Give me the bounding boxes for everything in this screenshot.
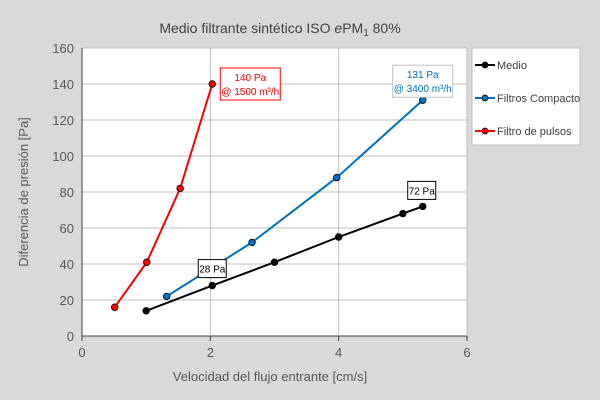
data-label: 140 Pa (234, 73, 266, 84)
legend-label: Filtros Compacto (497, 93, 580, 105)
data-point (208, 80, 216, 88)
data-point (176, 184, 184, 193)
y-tick-label: 160 (52, 41, 74, 56)
y-tick-label: 20 (60, 293, 74, 308)
series-line-filtro-de-pulsos (113, 83, 214, 308)
y-tick-label: 80 (60, 185, 74, 200)
data-label-box (197, 259, 227, 279)
x-tick-label: 6 (463, 345, 470, 360)
y-tick-label: 60 (60, 221, 74, 236)
y-axis-label: Diferencia de presión [Pa] (16, 117, 31, 267)
data-point (208, 281, 216, 290)
x-tick-label: 0 (78, 345, 85, 360)
legend-marker (481, 127, 489, 135)
data-label: 72 Pa (409, 186, 436, 197)
data-label-box (219, 67, 281, 101)
x-tick-label: 2 (207, 345, 214, 360)
data-point (142, 307, 150, 315)
data-label-box (407, 180, 437, 200)
legend: Medio Filtros Compacto Filtro de pulsos (471, 47, 581, 146)
y-tick-label: 140 (52, 77, 74, 92)
x-axis-label: Velocidad del flujo entrante [cm/s] (173, 369, 367, 384)
data-point (399, 209, 407, 218)
data-point (270, 258, 279, 266)
y-tick-label: 0 (67, 329, 74, 344)
x-tick-label: 4 (335, 345, 342, 360)
data-point (162, 292, 171, 301)
legend-marker (481, 94, 489, 102)
data-point (419, 96, 427, 104)
chart-title: Medio filtrante sintético ISO ePM1 80% (159, 20, 400, 39)
legend-label: Medio (497, 60, 527, 72)
data-label-box (392, 64, 454, 98)
data-point (333, 173, 341, 182)
y-tick-label: 120 (52, 113, 74, 128)
data-label: 131 Pa (407, 70, 439, 81)
data-point (248, 238, 256, 247)
data-label: 28 Pa (199, 265, 226, 276)
data-point (143, 258, 151, 266)
data-point (111, 303, 119, 311)
legend-marker (481, 61, 489, 69)
y-tick-label: 100 (52, 149, 74, 164)
data-point (419, 202, 427, 211)
data-point (334, 233, 343, 241)
data-label: @ 3400 m³/h (394, 84, 452, 95)
data-label: @ 1500 m³/h (221, 87, 279, 98)
y-tick-label: 40 (60, 257, 74, 272)
legend-label: Filtro de pulsos (497, 126, 572, 138)
